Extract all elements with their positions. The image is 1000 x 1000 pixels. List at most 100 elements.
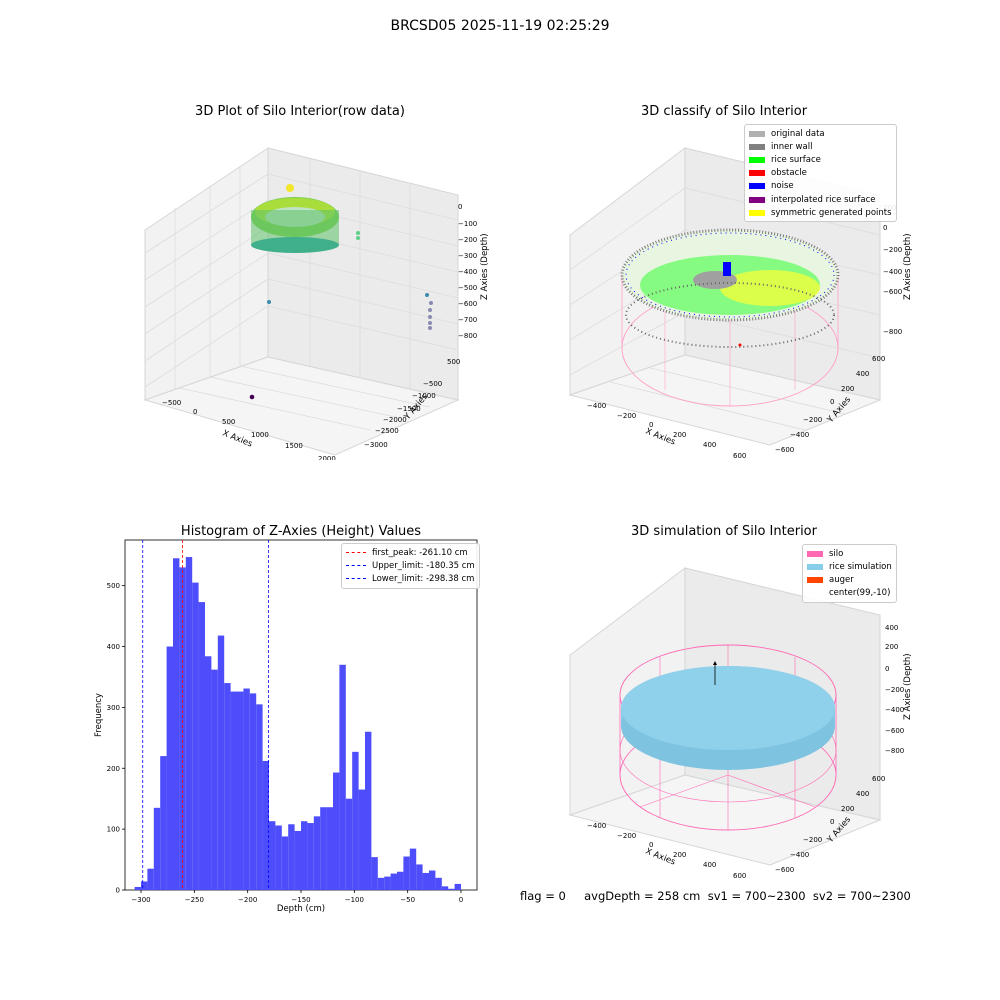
histogram-bar: [294, 830, 301, 890]
histogram-bar: [352, 751, 359, 890]
sim-xtick: −200: [617, 832, 636, 840]
histogram-bar: [454, 883, 461, 890]
histogram-bar: [249, 693, 257, 890]
histogram-legend: first_peak: -261.10 cm Upper_limit: -180…: [341, 543, 480, 589]
raw-xtick: −500: [162, 399, 181, 407]
histogram-bar: [339, 664, 346, 890]
histogram-xtick-label: −50: [400, 896, 415, 904]
raw-zlabel: Z Axies (Depth): [480, 233, 490, 300]
sim-ytick: 600: [872, 775, 885, 783]
legend-swatch: [749, 130, 765, 137]
histogram-bar: [448, 888, 455, 890]
histogram-bar: [333, 772, 340, 890]
classify-point-cloud: [620, 228, 840, 407]
raw-ztick: −600: [458, 300, 477, 308]
classify-xtick: −200: [617, 412, 636, 420]
figure-title: BRCSD05 2025-11-19 02:25:29: [390, 18, 610, 34]
legend-entry-obstacle: obstacle: [749, 167, 892, 180]
raw-plot-title: 3D Plot of Silo Interior(row data): [195, 104, 405, 119]
classify-xtick: 200: [673, 431, 686, 439]
sim-xtick: 200: [673, 851, 686, 859]
histogram-bar: [173, 558, 180, 890]
raw-ztick: −300: [458, 252, 477, 260]
sim-ytick: −400: [790, 851, 809, 859]
histogram-ytick-label: 200: [107, 765, 120, 773]
classify-xtick: −400: [587, 402, 606, 410]
simulation-3d-plot: −400 −200 0 200 400 600 600 400 200 0 −2…: [568, 566, 913, 880]
classify-ztick: −400: [883, 268, 902, 276]
raw-ztick: −200: [458, 236, 477, 244]
legend-entry-upper-limit: Upper_limit: -180.35 cm: [346, 559, 475, 572]
sim-xlabel: X Axies: [644, 847, 677, 868]
classify-ytick: −600: [775, 446, 794, 454]
histogram-xlabel: Depth (cm): [277, 904, 325, 914]
sim-xtick: 400: [703, 861, 716, 869]
raw-xlabel: X Axies: [221, 429, 254, 450]
histogram-bar: [217, 635, 225, 890]
classify-xtick: 0: [649, 421, 653, 429]
raw-ztick: −700: [458, 316, 477, 324]
histogram-bar: [416, 864, 423, 890]
histogram-bar: [211, 669, 218, 890]
classify-plot-title: 3D classify of Silo Interior: [640, 104, 808, 119]
raw-ztick: −100: [458, 220, 477, 228]
histogram-bar: [134, 886, 141, 890]
histogram-bar: [192, 582, 199, 890]
histogram-bar: [230, 691, 237, 890]
raw-point-cloud: [249, 184, 433, 400]
histogram-bar: [429, 870, 436, 890]
histogram-bar: [377, 877, 385, 890]
legend-entry-auger: auger: [807, 573, 892, 586]
histogram-bar: [160, 756, 167, 890]
classify-xtick: 400: [703, 441, 716, 449]
sim-ztick: 200: [885, 643, 898, 651]
raw-3d-plot: −500 0 500 1000 1500 2000 500 −500 −1000…: [143, 147, 490, 460]
classify-ytick: 200: [841, 385, 854, 393]
raw-xtick: 1500: [285, 442, 303, 450]
histogram-bar: [397, 871, 404, 890]
histogram-bar: [422, 872, 429, 890]
histogram-bar: [141, 881, 148, 890]
classify-xtick: 600: [733, 452, 746, 460]
legend-entry-interpolated: interpolated rice surface: [749, 193, 892, 206]
classify-ztick: 0: [883, 224, 887, 232]
histogram-title: Histogram of Z-Axies (Height) Values: [180, 524, 422, 539]
sim-xtick: 0: [649, 841, 653, 849]
legend-entry-inner-wall: inner wall: [749, 140, 892, 153]
classify-ytick: 0: [830, 398, 834, 406]
legend-entry-rice-simulation: rice simulation: [807, 560, 892, 573]
histogram-bar: [281, 836, 289, 890]
legend-entry-symmetric: symmetric generated points: [749, 206, 892, 219]
sim-ytick: −200: [803, 836, 822, 844]
raw-ytick: −3000: [364, 441, 388, 449]
histogram-bar: [243, 688, 250, 890]
histogram-bar: [275, 825, 282, 890]
classify-ytick: 600: [872, 355, 885, 363]
classify-zlabel: Z Axies (Depth): [903, 233, 913, 300]
sim-ytick: 400: [856, 790, 869, 798]
histogram-ytick-label: 400: [107, 643, 120, 651]
histogram-bar: [345, 798, 353, 890]
raw-ytick: −1000: [412, 392, 436, 400]
legend-entry-noise: noise: [749, 180, 892, 193]
histogram-bar: [224, 683, 231, 890]
raw-ytick: −2000: [383, 416, 407, 424]
histogram-bar: [390, 873, 397, 890]
raw-xtick: 2000: [318, 455, 336, 460]
raw-xtick: 500: [222, 418, 235, 426]
histogram-bar: [313, 816, 321, 890]
legend-entry-original-data: original data: [749, 127, 892, 140]
histogram-ytick-label: 300: [107, 704, 120, 712]
raw-ytick: −500: [423, 380, 442, 388]
sim-ztick: −200: [885, 686, 904, 694]
simulation-plot-title: 3D simulation of Silo Interior: [631, 524, 817, 539]
histogram-bar: [301, 821, 308, 890]
simulation-legend: silo rice simulation auger center(99,-10…: [802, 544, 897, 603]
simulation-cylinder: [619, 644, 837, 831]
legend-entry-lower-limit: Lower_limit: -298.38 cm: [346, 572, 475, 585]
histogram-xtick-label: −300: [131, 896, 150, 904]
histogram-bar: [256, 704, 263, 890]
histogram-bar: [179, 567, 186, 890]
legend-entry-first-peak: first_peak: -261.10 cm: [346, 546, 475, 559]
histogram-bar: [441, 886, 449, 890]
